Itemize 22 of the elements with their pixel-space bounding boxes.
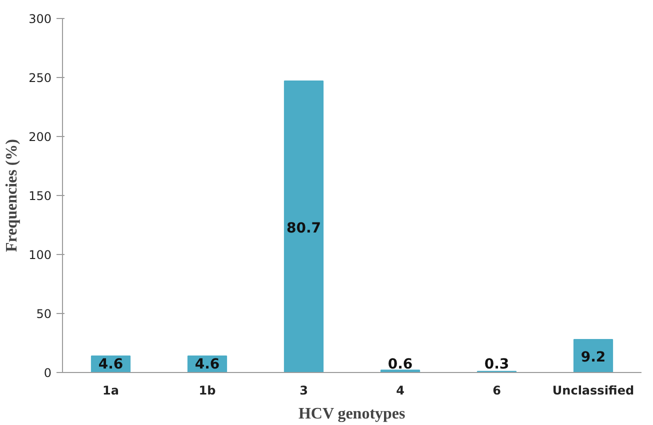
x-tick-label: 4 (396, 384, 404, 398)
annotation: 9.2 (580, 349, 606, 366)
x-tick-label: 1b (198, 384, 216, 398)
annotation: 80.7 (286, 220, 322, 236)
annotation: 4.6 (98, 356, 124, 372)
bar (284, 80, 324, 372)
x-tick-label: 6 (492, 384, 501, 398)
y-tick-label: 150 (28, 189, 52, 203)
y-tick-label: 250 (28, 71, 52, 85)
x-axis-title: HCV genotypes (298, 406, 406, 422)
y-tick-label: 50 (36, 307, 52, 321)
x-tick-label: Unclassified (552, 384, 634, 398)
annotation: 0.6 (388, 356, 413, 372)
annotation: 4.6 (194, 356, 220, 372)
y-tick-label: 200 (28, 130, 52, 144)
x-tick-label: 3 (300, 384, 308, 398)
y-axis-title: Frequencies (%) (4, 138, 21, 252)
y-tick-label: 0 (44, 366, 52, 380)
annotation: 0.3 (484, 356, 510, 372)
y-tick-label: 300 (28, 12, 52, 26)
y-tick-label: 100 (28, 248, 52, 262)
x-tick-label: 1a (102, 384, 119, 398)
